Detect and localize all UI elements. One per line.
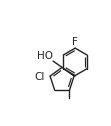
Text: Cl: Cl	[34, 72, 45, 82]
Text: HO: HO	[37, 51, 53, 61]
Text: F: F	[72, 37, 78, 47]
